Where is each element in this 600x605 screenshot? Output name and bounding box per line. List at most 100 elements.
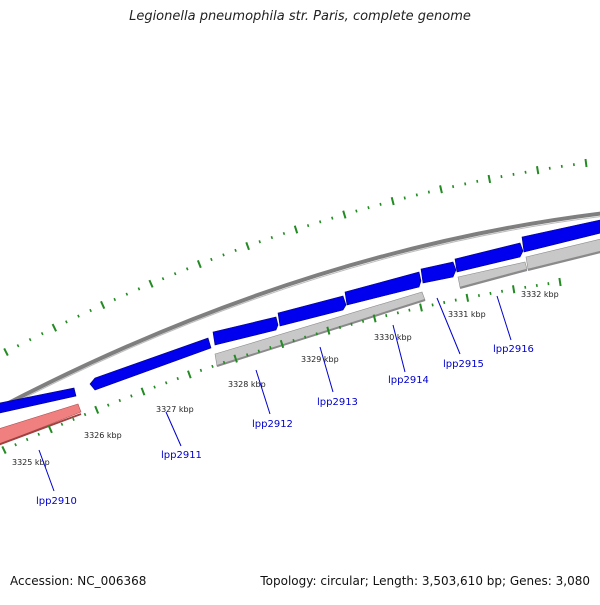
track-tick-major — [559, 278, 560, 286]
gene-label-lpp2910[interactable]: lpp2910 — [36, 496, 77, 507]
forward-cds[interactable] — [90, 338, 211, 390]
ruler-label: 3331 kbp — [448, 310, 486, 319]
track-tick-major — [440, 185, 442, 193]
track-tick-major — [53, 324, 57, 331]
track-tick — [126, 293, 127, 296]
forward-cds-track — [0, 220, 600, 414]
track-tick — [356, 210, 357, 213]
track-tick — [114, 298, 115, 301]
track-tick — [465, 183, 466, 186]
track-tick — [525, 286, 526, 289]
track-tick — [293, 339, 294, 342]
ruler-label: 3327 kbp — [156, 405, 194, 414]
track-tick — [316, 333, 317, 336]
track-tick-major — [188, 371, 191, 379]
track-tick — [432, 304, 433, 307]
track-tick-major — [4, 348, 8, 355]
track-tick — [305, 336, 306, 339]
track-tick — [258, 350, 259, 353]
track-tick — [42, 332, 43, 335]
track-tick-major — [246, 242, 249, 250]
track-tick — [284, 232, 285, 235]
track-tick — [550, 167, 551, 170]
forward-cds[interactable] — [421, 262, 456, 283]
track-tick — [351, 323, 352, 326]
gene-leader — [256, 370, 270, 414]
track-tick — [138, 288, 139, 291]
track-tick — [453, 185, 454, 188]
track-tick — [223, 254, 224, 257]
track-tick — [308, 224, 309, 227]
track-tick — [270, 346, 271, 349]
track-tick — [30, 338, 31, 341]
ruler-label: 3329 kbp — [301, 355, 339, 364]
gene-leader — [166, 412, 181, 446]
track-tick-major — [142, 388, 145, 395]
track-tick-major — [392, 197, 394, 205]
genome-summary-text: Topology: circular; Length: 3,503,610 bp… — [260, 574, 590, 588]
track-tick — [404, 197, 405, 200]
track-tick — [61, 423, 62, 426]
track-tick — [477, 180, 478, 183]
gene-leader — [437, 298, 460, 354]
track-tick — [271, 236, 272, 239]
track-tick — [131, 395, 132, 398]
track-tick — [38, 433, 39, 436]
gene-labels: lpp2910 lpp2911 lpp2912 lpp2913 lpp2914 … — [36, 344, 534, 507]
gene-label-lpp2913[interactable]: lpp2913 — [317, 397, 358, 408]
track-tick — [90, 309, 91, 312]
track-tick — [212, 365, 213, 368]
track-tick — [444, 301, 445, 304]
track-tick-major — [2, 446, 5, 453]
track-tick — [201, 369, 202, 372]
track-tick — [398, 312, 399, 315]
track-tick — [502, 290, 503, 293]
track-tick-major — [489, 175, 491, 183]
track-tick — [166, 382, 167, 385]
track-tick — [479, 294, 480, 297]
track-tick — [456, 299, 457, 302]
track-tick — [501, 175, 502, 178]
track-tick — [363, 320, 364, 323]
track-tick — [429, 191, 430, 194]
track-tick — [15, 443, 16, 446]
track-tick-major — [198, 260, 201, 267]
track-tick — [154, 386, 155, 389]
track-tick — [108, 404, 109, 407]
track-tick — [235, 249, 236, 252]
track-tick — [380, 203, 381, 206]
track-tick — [211, 258, 212, 261]
ruler-label: 3330 kbp — [374, 333, 412, 342]
track-tick — [73, 418, 74, 421]
track-tick — [525, 171, 526, 174]
track-tick — [247, 354, 248, 357]
track-tick-major — [513, 285, 514, 293]
track-tick — [386, 314, 387, 317]
track-tick-major — [343, 211, 345, 219]
track-tick-major — [95, 406, 98, 413]
track-tick — [85, 413, 86, 416]
track-tick — [163, 277, 164, 280]
track-tick — [340, 326, 341, 329]
track-tick — [175, 272, 176, 275]
track-tick — [259, 240, 260, 243]
ruler-label: 3326 kbp — [84, 431, 122, 440]
track-tick-major — [537, 166, 538, 174]
track-tick — [490, 292, 491, 295]
gene-label-lpp2911[interactable]: lpp2911 — [161, 450, 202, 461]
track-tick — [66, 321, 67, 324]
reverse-cds-track — [0, 238, 600, 446]
gene-label-lpp2912[interactable]: lpp2912 — [252, 419, 293, 430]
track-tick — [187, 268, 188, 271]
accession-text: Accession: NC_006368 — [10, 574, 146, 588]
ruler-label: 3332 kbp — [521, 290, 559, 299]
gene-label-lpp2914[interactable]: lpp2914 — [388, 375, 429, 386]
gene-label-lpp2916[interactable]: lpp2916 — [493, 344, 534, 355]
track-tick — [320, 221, 321, 224]
gene-label-lpp2915[interactable]: lpp2915 — [443, 359, 484, 370]
track-tick — [27, 438, 28, 441]
track-tick — [78, 315, 79, 318]
track-tick — [368, 206, 369, 209]
gene-leader — [320, 347, 333, 392]
